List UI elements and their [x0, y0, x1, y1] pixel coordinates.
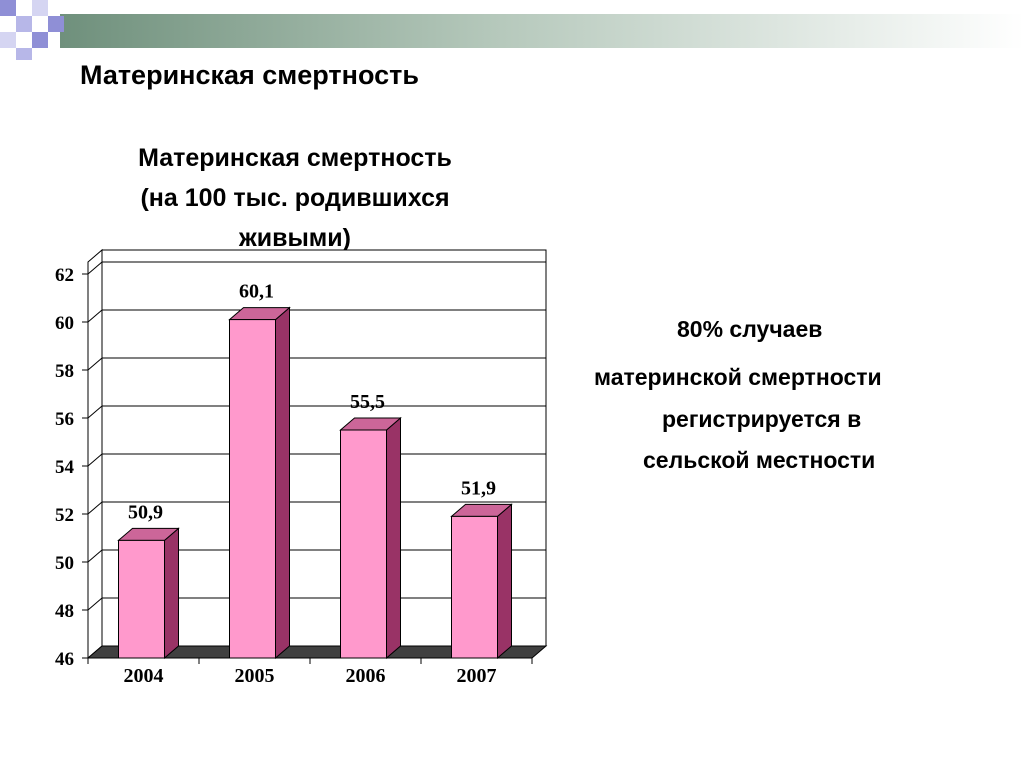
side-text-line-1: 80% случаев: [677, 316, 823, 342]
data-label: 55,5: [350, 391, 385, 413]
gridline-side: [87, 453, 103, 467]
bar-side: [497, 503, 512, 660]
side-text-line-2: материнской смертности: [594, 364, 882, 390]
gridline-side: [87, 357, 103, 371]
x-tick-label: 2005: [235, 665, 275, 687]
data-label: 60,1: [239, 281, 274, 303]
bar: [118, 539, 165, 659]
bar: [340, 429, 387, 659]
data-label: 50,9: [128, 501, 163, 523]
gridline-side: [87, 501, 103, 515]
x-tick-label: 2004: [124, 665, 164, 687]
side-text-line-3: регистрируется в: [662, 406, 862, 432]
y-tick-label: 46: [55, 649, 74, 670]
data-label: 51,9: [461, 477, 496, 499]
y-tick-label: 52: [55, 505, 74, 526]
x-tick-label: 2006: [346, 665, 386, 687]
side-text-line-4: сельской местности: [643, 447, 876, 473]
x-tick-label: 2007: [457, 665, 497, 687]
bar-side: [164, 527, 179, 660]
bar: [229, 319, 276, 659]
y-tick-label: 58: [55, 361, 74, 382]
y-tick-label: 48: [55, 601, 74, 622]
y-tick-label: 54: [55, 457, 75, 478]
slide-title: Материнская смертность: [80, 60, 419, 90]
y-tick-label: 62: [55, 265, 74, 286]
y-tick-label: 56: [55, 409, 74, 430]
bar: [451, 515, 498, 659]
bar-side: [386, 416, 401, 660]
gridline-side: [87, 261, 103, 275]
y-tick-label: 50: [55, 553, 74, 574]
gridline-side: [87, 405, 103, 419]
gridline-side: [87, 597, 103, 611]
y-tick-label: 60: [55, 313, 74, 334]
header-decoration: [0, 0, 1024, 60]
gridline-side: [87, 309, 103, 323]
chart-title: Материнская смертность (на 100 тыс. роди…: [138, 144, 452, 252]
gridline-side: [87, 549, 103, 563]
bar-side: [275, 306, 290, 660]
